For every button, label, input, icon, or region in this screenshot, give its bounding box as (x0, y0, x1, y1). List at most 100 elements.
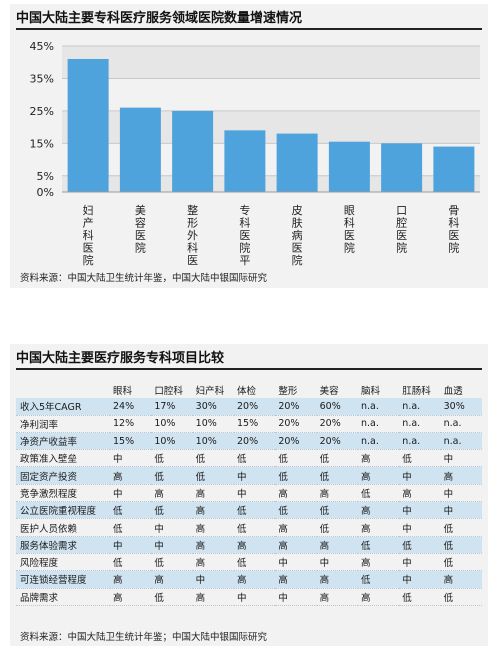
table-cell: 17% (151, 398, 193, 416)
table-cell: n.a. (399, 398, 441, 416)
table-cell: 低 (357, 484, 400, 503)
bar-chart: 0% 5% 15% 25% 35% 45% 妇产科医院 美容医院 整形外科医院 专科医院平均 皮肤病… (30, 40, 480, 266)
y-tick-label: 35% (30, 72, 54, 85)
x-category-label: 口腔医院 (396, 204, 407, 255)
table-header-row: 眼科 口腔科 妇产科 体检 整形 美容 脑科 肛肠科 血透 (16, 382, 482, 398)
table-cell: 低 (440, 518, 482, 537)
table-cell: 中 (316, 553, 358, 572)
table-row: 收入5年CAGR 24% 17% 30% 20% 20% 60% n.a. n.a. 30% (16, 398, 482, 416)
table-cell: 低 (110, 518, 152, 537)
table-cell: 低 (151, 501, 193, 520)
table-cell: 高 (275, 484, 317, 503)
table-cell: 低 (151, 588, 193, 606)
y-tick-label: 45% (30, 40, 54, 53)
table-cell: 低 (151, 449, 193, 468)
table-cell: n.a. (357, 415, 400, 433)
table-cell: 低 (192, 449, 234, 468)
table-cell: 高 (192, 518, 234, 537)
table-cell: 中 (440, 449, 482, 468)
row-label: 公立医院重视程度 (16, 501, 110, 520)
table-cell: 中 (233, 484, 276, 503)
table-cell: 高 (440, 570, 482, 589)
row-label: 可连锁经营程度 (16, 570, 110, 589)
table-cell: 低 (357, 570, 400, 589)
grid-band (62, 175, 480, 192)
bar (67, 58, 109, 192)
table-corner-cell (16, 382, 110, 398)
table-cell: 低 (192, 466, 234, 485)
table-cell: 中 (110, 449, 152, 468)
table-cell: 低 (440, 588, 482, 606)
chart-panel: 中国大陆主要专科医疗服务领域医院数量增速情况 0% 5% 15% 25% 35% 45% 妇… (10, 4, 488, 288)
row-label: 收入5年CAGR (16, 398, 110, 416)
table-cell: 24% (110, 398, 152, 416)
table-row: 品牌需求高低高中中高高低低 (16, 588, 482, 606)
table-cell: 低 (399, 536, 441, 554)
table-cell: 高 (316, 570, 358, 589)
table-cell: 中 (151, 518, 193, 537)
table-cell: 中 (275, 553, 317, 572)
table-cell: 10% (151, 415, 193, 433)
column-header: 肛肠科 (402, 386, 431, 398)
table-cell: 低 (399, 449, 441, 468)
table-cell: 高 (192, 484, 234, 503)
column-header: 口腔科 (154, 386, 183, 398)
y-tick-label: 15% (30, 137, 54, 150)
table-cell: 高 (192, 553, 234, 572)
table-cell: 高 (110, 466, 152, 485)
row-label: 服务体验需求 (16, 536, 110, 554)
table-cell: 高 (275, 570, 317, 589)
table-cell: 低 (316, 501, 358, 520)
table-cell: 低 (275, 449, 317, 468)
table-cell: 低 (316, 449, 358, 468)
table-cell: 低 (233, 553, 276, 572)
table-cell: 低 (440, 553, 482, 572)
table-cell: 低 (110, 553, 152, 572)
grid-band (62, 46, 480, 79)
table-row: 竞争激烈程度中高高中高高低高中 (16, 484, 482, 503)
y-tick-label: 0% (37, 186, 54, 199)
row-label: 政策准入壁垒 (16, 449, 110, 468)
table-cell: 高 (357, 553, 400, 572)
table-cell: 低 (151, 553, 193, 572)
table-cell: 20% (316, 415, 358, 433)
table-cell: 高 (357, 501, 400, 520)
table-cell: 高 (357, 449, 400, 468)
table-cell: 中 (440, 484, 482, 503)
column-header: 脑科 (360, 386, 380, 398)
table-row: 可连锁经营程度高高中高高高低中高 (16, 570, 482, 589)
table-cell: 高 (151, 484, 193, 503)
table-cell: n.a. (357, 432, 400, 451)
bar (328, 141, 370, 192)
table-cell: 高 (275, 518, 317, 537)
table-cell: 中 (399, 553, 441, 572)
x-category-label: 妇产科医院 (83, 204, 94, 266)
x-category-label: 眼科医院 (344, 204, 355, 255)
table-cell: 中 (110, 484, 152, 503)
table-cell: 低 (440, 536, 482, 554)
table-cell: 30% (192, 398, 234, 416)
table-cell: 低 (275, 501, 317, 520)
table-cell: 中 (399, 501, 441, 520)
x-category-label: 整形外科医院 (187, 203, 198, 266)
bar (276, 133, 318, 192)
table-cell: 中 (233, 466, 276, 485)
table-cell: n.a. (440, 432, 482, 451)
bar (381, 143, 423, 192)
table-cell: n.a. (399, 432, 441, 451)
column-header: 眼科 (113, 386, 133, 398)
table-cell: 高 (151, 570, 193, 589)
table-cell: 20% (233, 432, 276, 451)
table-cell: 中 (399, 570, 441, 589)
table-cell: 中 (192, 570, 234, 589)
table-cell: 高 (316, 536, 358, 554)
table-cell: 高 (357, 466, 400, 485)
table-cell: n.a. (399, 415, 441, 433)
table-cell: 中 (151, 536, 193, 554)
table-cell: 低 (357, 536, 400, 554)
table-cell: 高 (316, 484, 358, 503)
table-cell: 高 (275, 536, 317, 554)
table-cell: 20% (275, 432, 317, 451)
row-label: 净资产收益率 (16, 432, 110, 451)
table-cell: 高 (192, 501, 234, 520)
